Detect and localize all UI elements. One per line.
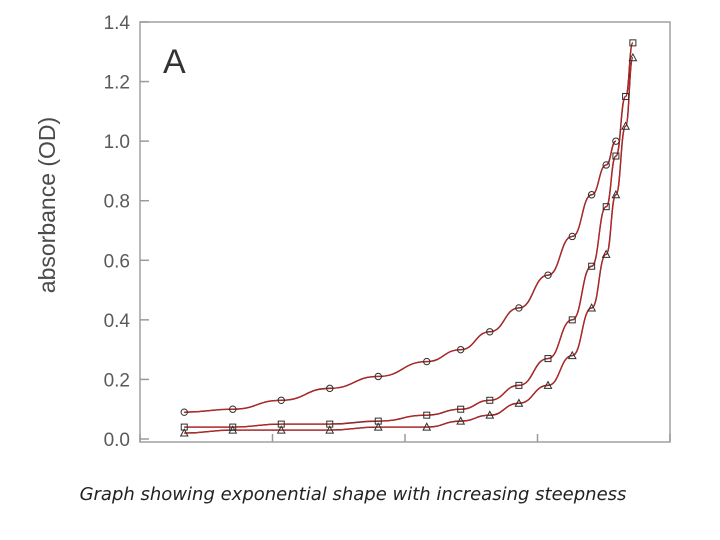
data-point: [628, 52, 638, 62]
data-point: [612, 137, 620, 145]
data-point: [229, 423, 237, 431]
data-point: [486, 396, 494, 404]
data-point: [622, 92, 630, 100]
data-point: [456, 416, 466, 425]
y-tick-label: 0.4: [104, 311, 131, 332]
data-point: [276, 425, 286, 434]
fit-curve: [184, 42, 634, 428]
data-point: [229, 405, 237, 413]
y-tick-label: 1.2: [104, 73, 130, 94]
y-tick-label: 1.4: [104, 13, 131, 34]
data-point: [515, 304, 523, 312]
data-point: [485, 410, 495, 419]
data-point: [587, 303, 597, 312]
y-tick-label: 0.6: [104, 251, 130, 272]
data-point: [180, 408, 188, 416]
y-tick-label: 0.2: [104, 370, 130, 391]
data-point: [423, 411, 431, 419]
data-point: [457, 405, 465, 413]
data-point: [228, 425, 238, 434]
data-point: [629, 39, 637, 47]
data-point: [373, 422, 383, 431]
plot-area: [139, 21, 671, 443]
data-point: [568, 316, 576, 324]
y-tick-label: 1.0: [104, 132, 130, 153]
data-point: [515, 381, 523, 389]
fit-curve: [184, 57, 634, 434]
data-point: [325, 425, 335, 434]
data-point: [611, 189, 621, 199]
data-point: [457, 345, 465, 354]
panel-label: A: [163, 43, 186, 81]
data-point: [514, 398, 524, 407]
data-point: [326, 384, 334, 393]
data-point: [423, 357, 431, 366]
data-point: [612, 152, 620, 160]
data-point: [567, 350, 577, 360]
data-point: [602, 203, 610, 211]
data-point: [486, 328, 494, 336]
data-point: [588, 262, 596, 270]
data-point: [544, 355, 552, 363]
data-point: [422, 422, 432, 431]
absorbance-chart: A absorbance (OD) 0.0 0.2 0.4 0.6 0.8 1.0 1.2 1…: [34, 13, 671, 451]
x-axis-ticks: [139, 434, 671, 442]
data-point: [277, 396, 285, 404]
data-point: [568, 232, 576, 241]
data-point: [587, 191, 596, 199]
data-point: [544, 271, 552, 279]
data-point: [601, 249, 611, 258]
data-point: [374, 372, 382, 381]
y-axis-ticks: 0.0 0.2 0.4 0.6 0.8 1.0 1.2 1.4: [104, 13, 149, 451]
y-tick-label: 0.8: [104, 192, 130, 213]
fit-curves: [184, 42, 634, 434]
data-point: [621, 121, 631, 130]
y-tick-label: 0.0: [104, 430, 130, 451]
data-point: [543, 380, 553, 389]
fit-curve: [184, 140, 617, 413]
figure-caption: Graph showing exponential shape with inc…: [79, 484, 627, 505]
data-point: [179, 428, 189, 437]
data-point: [602, 161, 610, 169]
y-axis-label: absorbance (OD): [34, 117, 60, 293]
data-points: [179, 39, 638, 437]
